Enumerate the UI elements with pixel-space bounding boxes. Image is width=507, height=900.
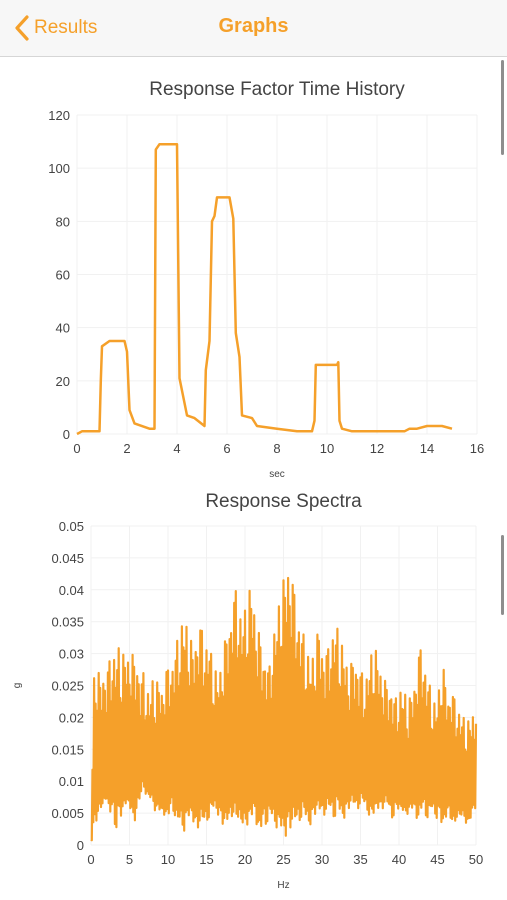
response-spectra-y-tick-label: 0 xyxy=(77,838,84,853)
response-spectra-x-tick-label: 50 xyxy=(469,852,483,867)
navigation-bar: Results Graphs xyxy=(0,0,507,57)
scrollbar-lower[interactable] xyxy=(501,535,504,615)
time-history-x-axis-label: sec xyxy=(269,469,285,480)
time-history-y-tick-label: 20 xyxy=(56,374,70,389)
response-spectra-y-tick-label: 0.045 xyxy=(51,551,84,566)
response-spectra-y-tick-label: 0.05 xyxy=(59,519,84,534)
response-spectra-y-tick-label: 0.005 xyxy=(51,806,84,821)
time-history-x-tick-label: 10 xyxy=(320,441,334,456)
page-title: Graphs xyxy=(218,15,289,37)
time-history-x-tick-label: 4 xyxy=(173,441,180,456)
response-spectra-y-tick-label: 0.03 xyxy=(59,647,84,662)
time-history-chart-svg: Response Factor Time History 0 2 4 6 8 10 12 14 1… xyxy=(48,79,484,480)
response-spectra-y-tick-label: 0.025 xyxy=(51,679,84,694)
scrollbar-upper[interactable] xyxy=(501,60,504,155)
response-spectra-y-tick-label: 0.04 xyxy=(59,583,84,598)
response-spectra-chart: Response Spectra 0 5 10 15 20 25 30 35 40 45 50 0 0.0… xyxy=(0,485,495,900)
response-spectra-x-tick-label: 10 xyxy=(161,852,175,867)
chevron-left-icon xyxy=(15,15,29,41)
time-history-title: Response Factor Time History xyxy=(149,79,405,100)
response-spectra-x-tick-label: 25 xyxy=(276,852,290,867)
response-spectra-title: Response Spectra xyxy=(205,491,362,512)
response-spectra-x-axis-label: Hz xyxy=(277,880,289,891)
time-history-chart: Response Factor Time History 0 2 4 6 8 10 12 14 1… xyxy=(0,57,495,485)
response-spectra-x-tick-label: 40 xyxy=(392,852,406,867)
response-spectra-x-tick-label: 45 xyxy=(430,852,444,867)
time-history-x-tick-label: 0 xyxy=(73,441,80,456)
response-spectra-x-tick-label: 30 xyxy=(315,852,329,867)
back-button[interactable]: Results xyxy=(14,12,97,44)
time-history-x-tick-label: 2 xyxy=(123,441,130,456)
time-history-x-tick-label: 16 xyxy=(470,441,484,456)
response-spectra-series-line xyxy=(90,576,478,842)
time-history-y-tick-label: 100 xyxy=(48,161,70,176)
response-spectra-x-tick-label: 20 xyxy=(238,852,252,867)
time-history-y-tick-label: 40 xyxy=(56,321,70,336)
response-spectra-y-tick-label: 0.015 xyxy=(51,742,84,757)
response-spectra-y-tick-label: 0.01 xyxy=(59,774,84,789)
time-history-y-tick-label: 120 xyxy=(48,108,70,123)
time-history-y-tick-label: 0 xyxy=(63,427,70,442)
time-history-y-tick-label: 80 xyxy=(56,214,70,229)
response-spectra-chart-svg: Response Spectra 0 5 10 15 20 25 30 35 40 45 50 0 0.0… xyxy=(12,491,483,891)
response-spectra-x-tick-label: 15 xyxy=(199,852,213,867)
time-history-x-tick-label: 12 xyxy=(370,441,384,456)
time-history-series-line xyxy=(76,142,453,436)
time-history-y-tick-label: 60 xyxy=(56,268,70,283)
response-spectra-x-tick-label: 35 xyxy=(353,852,367,867)
response-spectra-x-tick-label: 5 xyxy=(126,852,133,867)
time-history-x-tick-label: 14 xyxy=(420,441,434,456)
time-history-x-tick-label: 8 xyxy=(273,441,280,456)
back-button-label: Results xyxy=(34,17,98,38)
response-spectra-y-axis-label: g xyxy=(12,683,23,689)
response-spectra-y-tick-label: 0.02 xyxy=(59,710,84,725)
response-spectra-y-tick-label: 0.035 xyxy=(51,615,84,630)
response-spectra-x-tick-label: 0 xyxy=(87,852,94,867)
time-history-x-tick-label: 6 xyxy=(223,441,230,456)
